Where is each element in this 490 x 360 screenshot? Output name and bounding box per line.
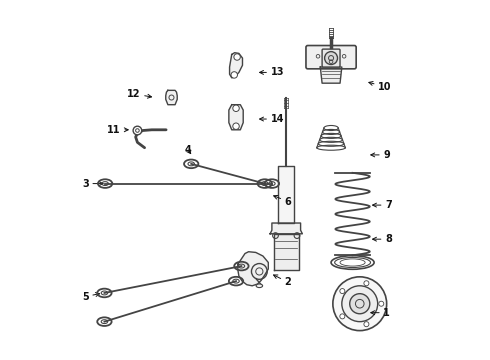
Ellipse shape [256, 284, 263, 288]
Circle shape [333, 277, 387, 330]
Circle shape [234, 54, 240, 60]
Polygon shape [166, 90, 177, 105]
Polygon shape [278, 166, 294, 223]
Circle shape [340, 289, 345, 294]
Polygon shape [270, 223, 302, 234]
Text: 6: 6 [274, 195, 292, 207]
Circle shape [364, 322, 369, 327]
Polygon shape [320, 67, 342, 83]
Text: 8: 8 [372, 234, 392, 244]
Text: 9: 9 [371, 150, 390, 160]
Circle shape [379, 301, 384, 306]
Circle shape [342, 286, 378, 321]
Text: 4: 4 [184, 144, 191, 154]
Polygon shape [229, 105, 243, 130]
Polygon shape [274, 234, 299, 270]
Text: 2: 2 [273, 275, 292, 287]
Text: 11: 11 [107, 125, 128, 135]
Text: 3: 3 [82, 179, 103, 189]
Circle shape [231, 72, 238, 78]
Text: 14: 14 [260, 114, 284, 124]
Polygon shape [238, 252, 269, 286]
FancyBboxPatch shape [306, 45, 356, 69]
Text: 7: 7 [372, 200, 392, 210]
Circle shape [350, 294, 370, 314]
Circle shape [133, 126, 142, 135]
Circle shape [340, 314, 345, 319]
Circle shape [324, 51, 338, 64]
Polygon shape [230, 53, 243, 78]
Text: 12: 12 [127, 89, 151, 99]
Text: 1: 1 [371, 308, 390, 318]
Text: 10: 10 [369, 82, 392, 92]
Circle shape [233, 105, 239, 112]
Text: 5: 5 [82, 292, 99, 302]
Circle shape [233, 123, 239, 130]
Text: 13: 13 [260, 67, 284, 77]
FancyBboxPatch shape [322, 49, 340, 67]
Circle shape [364, 281, 369, 286]
